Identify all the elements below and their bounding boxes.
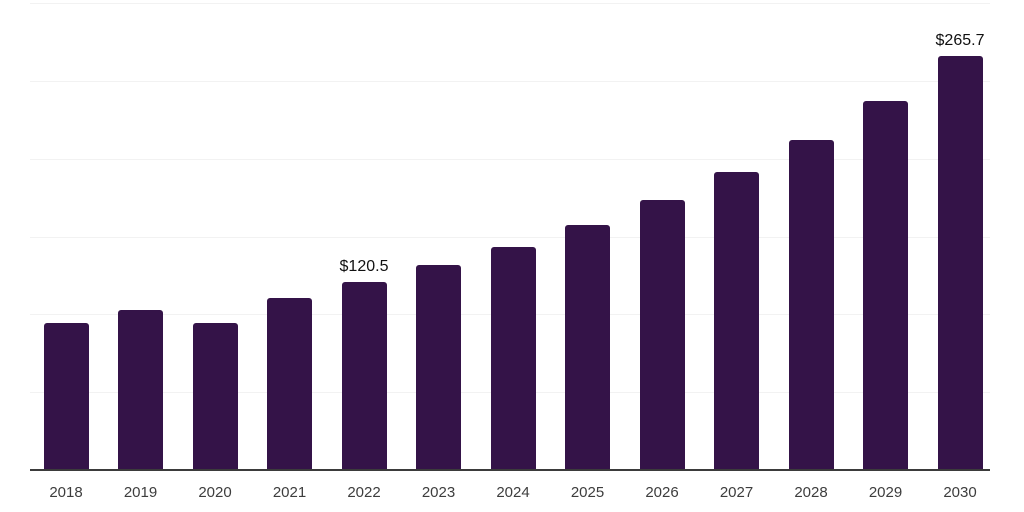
bar-2027 — [714, 172, 759, 470]
bar-2029 — [863, 101, 908, 470]
gridline-250 — [30, 81, 990, 82]
x-axis-line — [30, 469, 990, 471]
x-tick-label-2018: 2018 — [49, 484, 83, 501]
bar-value-label-2022: $120.5 — [339, 258, 389, 276]
gridline-200 — [30, 159, 990, 160]
gridline-300 — [30, 3, 990, 4]
x-tick-label-2028: 2028 — [794, 484, 828, 501]
bar-2023 — [416, 265, 461, 470]
x-tick-label-2021: 2021 — [272, 484, 307, 501]
bar-2025 — [565, 224, 610, 470]
x-tick-label-2019: 2019 — [123, 484, 158, 501]
x-tick-label-2020: 2020 — [198, 484, 232, 501]
bar-2022 — [341, 282, 387, 470]
x-tick-label-2027: 2027 — [719, 484, 754, 501]
x-tick-label-2023: 2023 — [421, 484, 456, 501]
x-tick-label-2026: 2026 — [645, 484, 679, 501]
bar-2021 — [267, 297, 312, 470]
x-tick-label-2022: 2022 — [347, 484, 381, 501]
bar-2019 — [118, 309, 163, 470]
bar-2020 — [192, 323, 238, 470]
gridline-150 — [30, 237, 990, 238]
bar-2024 — [490, 247, 536, 470]
bar-2026 — [639, 200, 685, 470]
bar-2028 — [788, 139, 834, 470]
x-tick-label-2025: 2025 — [570, 484, 605, 501]
x-tick-label-2030: 2030 — [943, 484, 977, 501]
x-tick-label-2024: 2024 — [496, 484, 530, 501]
x-tick-label-2029: 2029 — [868, 484, 903, 501]
bar-2030 — [937, 56, 983, 470]
bar-2018 — [43, 322, 89, 470]
bar-value-label-2030: $265.7 — [935, 32, 985, 50]
